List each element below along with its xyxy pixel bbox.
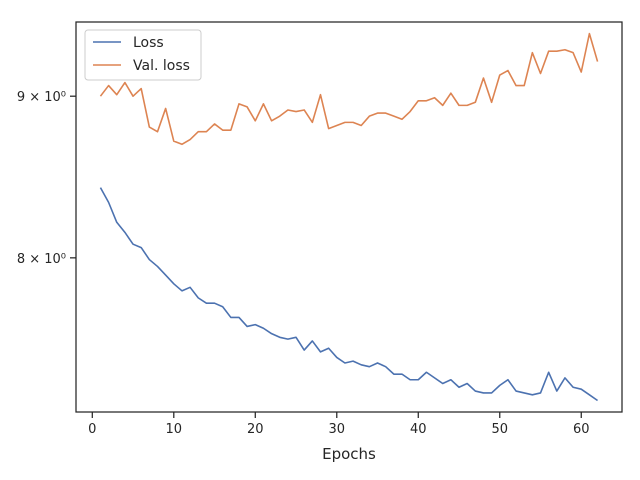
x-tick-label: 60: [573, 422, 590, 437]
x-tick-label: 40: [410, 422, 427, 437]
y-tick-label: 8 × 10⁰: [17, 252, 66, 267]
x-axis-label: Epochs: [322, 445, 376, 463]
series-layer: [99, 32, 599, 402]
x-tick-label: 20: [247, 422, 264, 437]
legend-label: Val. loss: [133, 58, 190, 74]
series-line-val-loss: [99, 32, 599, 146]
y-tick-label: 9 × 10⁰: [17, 90, 66, 105]
y-axis: 8 × 10⁰ 9 × 10⁰: [17, 90, 76, 267]
legend-label: Loss: [133, 35, 164, 51]
x-tick-label: 0: [88, 422, 96, 437]
x-axis: 0 10 20 30 40 50 60: [88, 412, 590, 437]
x-tick-label: 50: [491, 422, 508, 437]
x-tick-label: 30: [329, 422, 346, 437]
series-line-loss: [99, 187, 599, 402]
x-tick-label: 10: [166, 422, 183, 437]
legend: Loss Val. loss: [84, 29, 202, 81]
plot-area: [75, 21, 623, 413]
